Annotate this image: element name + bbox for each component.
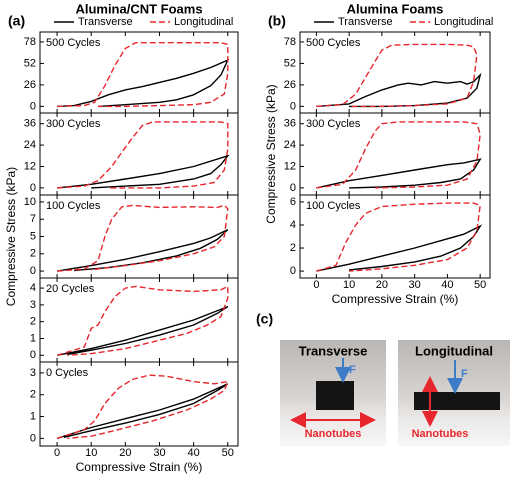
y-tick-label: 2 — [30, 316, 36, 328]
y-tick-label: 0 — [30, 432, 36, 444]
curve — [57, 121, 229, 189]
curve — [57, 42, 229, 108]
curve — [316, 158, 482, 189]
x-tick-label: 10 — [343, 279, 355, 291]
y-tick-label: 24 — [284, 139, 296, 151]
curve — [316, 202, 481, 272]
legend-label: Transverse — [78, 16, 133, 28]
panel-title: Alumina/CNT Foams — [75, 1, 202, 16]
plot-frame — [39, 361, 239, 447]
x-tick-label: 40 — [441, 279, 453, 291]
curve — [316, 72, 482, 108]
y-tick-label: 3 — [30, 367, 36, 379]
annotation: 300 Cycles — [306, 118, 361, 130]
y-tick-label: 4 — [290, 219, 296, 231]
curve — [57, 154, 230, 189]
annotation: 300 Cycles — [46, 118, 101, 130]
x-tick-label: 20 — [376, 279, 388, 291]
curve — [57, 58, 230, 108]
y-tick-label: 0 — [30, 265, 36, 277]
y-axis-label: Compressive Stress (kPa) — [4, 167, 18, 306]
curve — [57, 204, 229, 272]
x-tick-label: 20 — [119, 447, 131, 459]
force-label: F — [461, 368, 468, 380]
y-tick-label: 7 — [30, 213, 36, 225]
sample-block — [316, 381, 354, 410]
annotation: 500 Cycles — [46, 37, 101, 49]
x-tick-label: 50 — [474, 279, 486, 291]
panel-title: Alumina Foams — [347, 1, 444, 16]
x-tick-label: 0 — [54, 447, 60, 459]
y-tick-label: 0 — [290, 182, 296, 194]
curve — [316, 224, 483, 272]
y-tick-label: 6 — [290, 196, 296, 208]
panel-label: (a) — [8, 13, 25, 29]
curve — [56, 374, 229, 440]
y-tick-label: 52 — [284, 57, 296, 69]
y-tick-label: 78 — [284, 36, 296, 48]
sample-block — [414, 392, 500, 410]
y-tick-label: 0 — [30, 182, 36, 194]
y-tick-label: 78 — [24, 36, 36, 48]
photo-panel: (c) Transverse F Nanotubes Longitudinal … — [256, 311, 510, 446]
y-tick-label: 0 — [290, 100, 296, 112]
y-tick-label: 0 — [290, 265, 296, 277]
plot-frame — [299, 194, 491, 279]
legend-label: Longitudinal — [174, 16, 233, 28]
y-tick-label: 26 — [24, 79, 36, 91]
curve — [56, 383, 229, 440]
y-tick-label: 10 — [24, 196, 36, 208]
curve — [316, 43, 478, 108]
annotation: 20 Cycles — [46, 283, 95, 295]
x-tick-label: 0 — [313, 279, 319, 291]
legend-label: Transverse — [338, 16, 393, 28]
y-tick-label: 0 — [30, 349, 36, 361]
y-tick-label: 1 — [30, 410, 36, 422]
photo-title: Longitudinal — [415, 343, 493, 358]
y-tick-label: 12 — [24, 160, 36, 172]
annotation: 500 Cycles — [306, 37, 361, 49]
y-tick-label: 26 — [284, 79, 296, 91]
force-label: F — [349, 364, 356, 376]
x-axis-label: Compressive Strain (%) — [76, 460, 203, 474]
y-tick-label: 0 — [30, 100, 36, 112]
y-tick-label: 24 — [24, 139, 36, 151]
annotation: 100 Cycles — [46, 200, 101, 212]
y-tick-label: 1 — [30, 332, 36, 344]
curve — [56, 285, 229, 356]
x-tick-label: 10 — [85, 447, 97, 459]
y-tick-label: 2 — [30, 248, 36, 260]
curve — [316, 121, 481, 189]
panel-label: (b) — [268, 13, 286, 29]
curve — [56, 305, 229, 356]
y-tick-label: 12 — [284, 160, 296, 172]
legend-label: Longitudinal — [434, 16, 493, 28]
y-axis-label: Compressive Stress (kPa) — [264, 84, 278, 223]
x-tick-label: 30 — [409, 279, 421, 291]
y-tick-label: 52 — [24, 57, 36, 69]
y-tick-label: 36 — [24, 118, 36, 130]
y-tick-label: 2 — [290, 242, 296, 254]
y-tick-label: 3 — [30, 299, 36, 311]
x-tick-label: 50 — [222, 447, 234, 459]
direction-label: Nanotubes — [412, 428, 469, 440]
photo-title: Transverse — [299, 343, 368, 358]
annotation: 0 Cycles — [46, 367, 89, 379]
x-axis-label: Compressive Strain (%) — [332, 292, 459, 306]
y-tick-label: 2 — [30, 389, 36, 401]
panel-label: (c) — [256, 311, 273, 327]
annotation: 100 Cycles — [306, 200, 361, 212]
x-tick-label: 30 — [153, 447, 165, 459]
x-tick-label: 40 — [187, 447, 199, 459]
y-tick-label: 36 — [284, 118, 296, 130]
direction-label: Nanotubes — [305, 428, 362, 440]
y-tick-label: 5 — [30, 230, 36, 242]
y-tick-label: 4 — [30, 282, 36, 294]
